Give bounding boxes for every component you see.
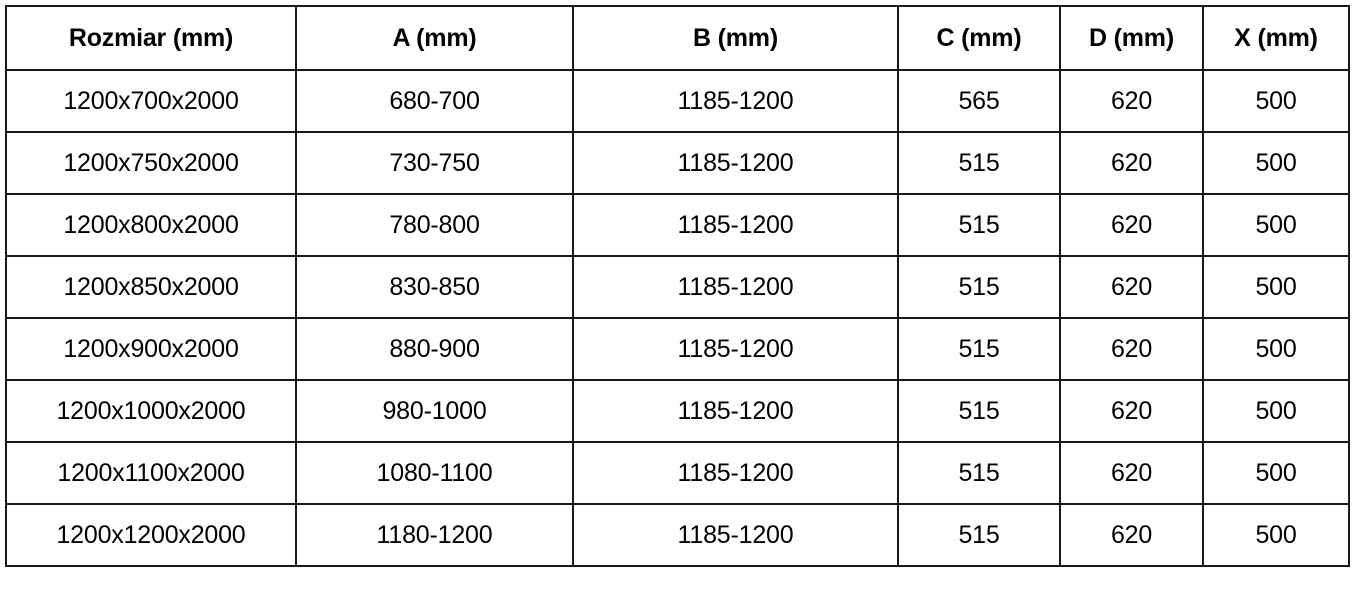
table-row: 1200x900x2000 880-900 1185-1200 515 620 … [5, 317, 1350, 381]
cell-rozmiar: 1200x850x2000 [5, 255, 297, 319]
cell-c: 565 [897, 69, 1061, 133]
cell-a: 780-800 [295, 193, 574, 257]
column-header-x: X (mm) [1202, 5, 1350, 71]
cell-b: 1185-1200 [572, 379, 899, 443]
table-body: 1200x700x2000 680-700 1185-1200 565 620 … [5, 69, 1350, 567]
cell-b: 1185-1200 [572, 441, 899, 505]
table-row: 1200x1100x2000 1080-1100 1185-1200 515 6… [5, 441, 1350, 505]
cell-c: 515 [897, 503, 1061, 567]
cell-rozmiar: 1200x1200x2000 [5, 503, 297, 567]
cell-d: 620 [1059, 193, 1204, 257]
cell-d: 620 [1059, 131, 1204, 195]
cell-c: 515 [897, 131, 1061, 195]
cell-a: 880-900 [295, 317, 574, 381]
cell-b: 1185-1200 [572, 503, 899, 567]
cell-c: 515 [897, 441, 1061, 505]
table-row: 1200x750x2000 730-750 1185-1200 515 620 … [5, 131, 1350, 195]
cell-rozmiar: 1200x1000x2000 [5, 379, 297, 443]
dimensions-table: Rozmiar (mm) A (mm) B (mm) C (mm) D (mm)… [5, 5, 1350, 567]
cell-d: 620 [1059, 317, 1204, 381]
cell-x: 500 [1202, 255, 1350, 319]
cell-d: 620 [1059, 69, 1204, 133]
table-row: 1200x800x2000 780-800 1185-1200 515 620 … [5, 193, 1350, 257]
cell-b: 1185-1200 [572, 193, 899, 257]
cell-a: 980-1000 [295, 379, 574, 443]
cell-rozmiar: 1200x1100x2000 [5, 441, 297, 505]
cell-x: 500 [1202, 379, 1350, 443]
cell-a: 1080-1100 [295, 441, 574, 505]
table-row: 1200x700x2000 680-700 1185-1200 565 620 … [5, 69, 1350, 133]
cell-c: 515 [897, 379, 1061, 443]
column-header-d: D (mm) [1059, 5, 1204, 71]
cell-rozmiar: 1200x800x2000 [5, 193, 297, 257]
cell-b: 1185-1200 [572, 317, 899, 381]
cell-x: 500 [1202, 441, 1350, 505]
cell-b: 1185-1200 [572, 255, 899, 319]
header-row: Rozmiar (mm) A (mm) B (mm) C (mm) D (mm)… [5, 5, 1350, 71]
cell-x: 500 [1202, 69, 1350, 133]
cell-d: 620 [1059, 503, 1204, 567]
cell-x: 500 [1202, 503, 1350, 567]
cell-x: 500 [1202, 193, 1350, 257]
cell-a: 830-850 [295, 255, 574, 319]
cell-b: 1185-1200 [572, 69, 899, 133]
table-row: 1200x850x2000 830-850 1185-1200 515 620 … [5, 255, 1350, 319]
cell-rozmiar: 1200x700x2000 [5, 69, 297, 133]
column-header-c: C (mm) [897, 5, 1061, 71]
cell-rozmiar: 1200x900x2000 [5, 317, 297, 381]
cell-c: 515 [897, 317, 1061, 381]
cell-d: 620 [1059, 441, 1204, 505]
table-row: 1200x1000x2000 980-1000 1185-1200 515 62… [5, 379, 1350, 443]
cell-a: 680-700 [295, 69, 574, 133]
cell-x: 500 [1202, 317, 1350, 381]
cell-c: 515 [897, 255, 1061, 319]
cell-x: 500 [1202, 131, 1350, 195]
cell-c: 515 [897, 193, 1061, 257]
table-row: 1200x1200x2000 1180-1200 1185-1200 515 6… [5, 503, 1350, 567]
cell-d: 620 [1059, 379, 1204, 443]
table-header: Rozmiar (mm) A (mm) B (mm) C (mm) D (mm)… [5, 5, 1350, 71]
column-header-b: B (mm) [572, 5, 899, 71]
cell-a: 730-750 [295, 131, 574, 195]
cell-b: 1185-1200 [572, 131, 899, 195]
cell-rozmiar: 1200x750x2000 [5, 131, 297, 195]
cell-a: 1180-1200 [295, 503, 574, 567]
column-header-rozmiar: Rozmiar (mm) [5, 5, 297, 71]
cell-d: 620 [1059, 255, 1204, 319]
column-header-a: A (mm) [295, 5, 574, 71]
